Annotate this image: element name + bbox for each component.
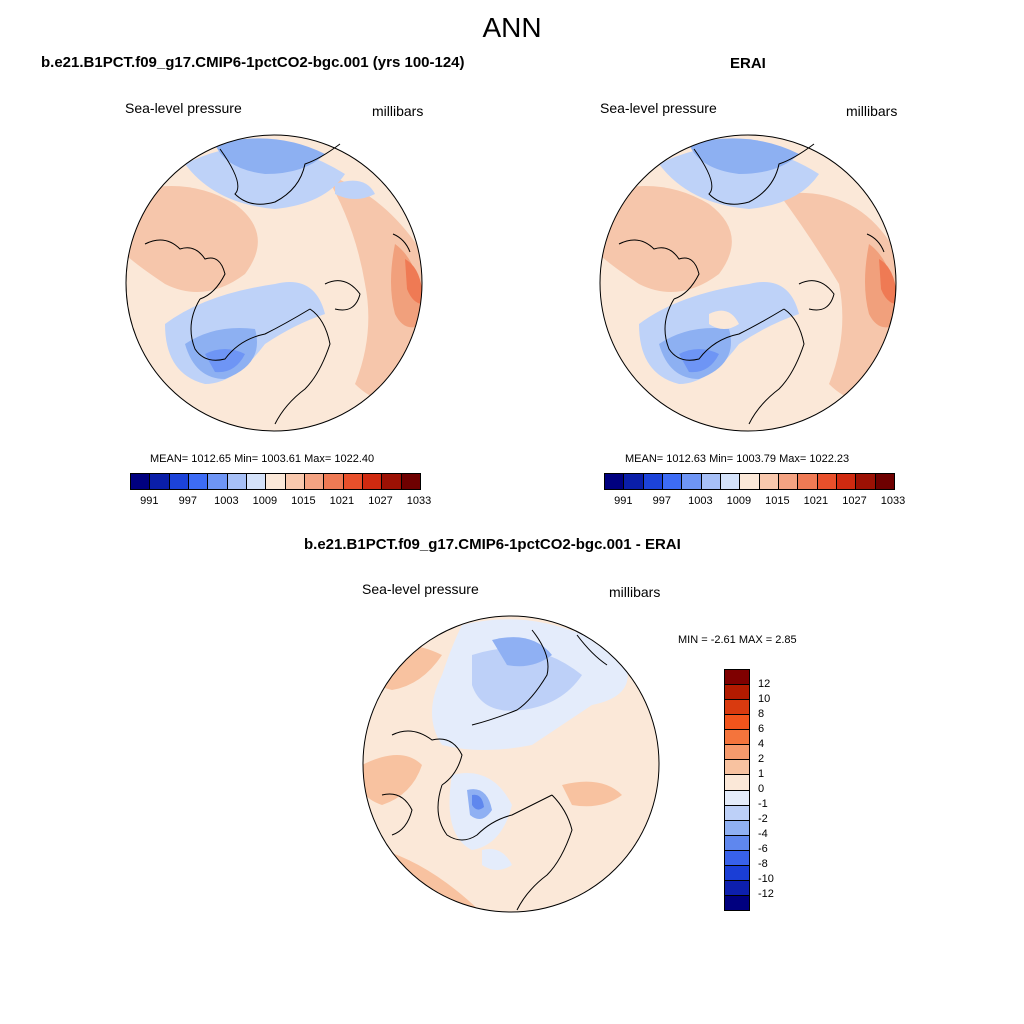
panel-2-title: ERAI [730,55,766,72]
colorbar-swatch [725,760,749,776]
panel-1-title: b.e21.B1PCT.f09_g17.CMIP6-1pctCO2-bgc.00… [41,54,465,71]
colorbar-swatch [856,474,876,489]
panel-3-title: b.e21.B1PCT.f09_g17.CMIP6-1pctCO2-bgc.00… [304,536,681,553]
panel-2-colorbar [604,473,895,490]
colorbar-swatch [725,700,749,716]
colorbar-swatch [836,474,857,489]
colorbar-swatch [682,474,702,489]
colorbar-tick-label: -6 [758,843,768,855]
colorbar-swatch [725,850,749,866]
colorbar-swatch [725,730,749,746]
colorbar-swatch [778,474,799,489]
colorbar-tick-label: 6 [758,723,765,735]
colorbar-tick-label: 2 [758,753,765,765]
panel-2-units-label: millibars [846,103,898,119]
colorbar-swatch [382,474,402,489]
panel-3-variable-label: Sea-level pressure [362,581,479,597]
colorbar-tick-label: -1 [758,798,768,810]
colorbar-swatch [725,895,749,910]
colorbar-swatch [798,474,818,489]
colorbar-swatch [605,474,625,489]
colorbar-tick-label: 10 [758,693,771,705]
panel-2-stats: MEAN= 1012.63 Min= 1003.79 Max= 1022.23 [625,453,850,465]
colorbar-swatch [266,474,286,489]
panel-3-polar-map [362,615,660,913]
colorbar-swatch [246,474,267,489]
colorbar-swatch [401,474,420,489]
colorbar-swatch [875,474,894,489]
colorbar-tick-label: 997 [652,495,671,507]
colorbar-swatch [643,474,663,489]
colorbar-swatch [725,775,749,791]
colorbar-swatch [725,790,749,806]
colorbar-tick-label: 1021 [329,495,355,507]
colorbar-tick-label: -12 [758,888,774,900]
colorbar-swatch [624,474,644,489]
colorbar-swatch [701,474,721,489]
colorbar-swatch [725,745,749,761]
colorbar-tick-label: 1021 [803,495,829,507]
colorbar-swatch [188,474,209,489]
panel-1-colorbar [130,473,421,490]
colorbar-tick-label: 1009 [252,495,278,507]
colorbar-tick-label: 4 [758,738,765,750]
colorbar-tick-label: -4 [758,828,768,840]
colorbar-swatch [725,685,749,701]
colorbar-swatch [227,474,247,489]
colorbar-tick-label: -10 [758,873,774,885]
colorbar-swatch [725,670,749,686]
colorbar-tick-label: 991 [140,495,159,507]
colorbar-tick-label: 1009 [726,495,752,507]
colorbar-tick-label: 997 [178,495,197,507]
colorbar-swatch [208,474,228,489]
panel-1-units-label: millibars [372,103,424,119]
colorbar-swatch [725,805,749,821]
panel-3-colorbar [724,669,750,911]
colorbar-tick-label: 1 [758,768,765,780]
colorbar-swatch [740,474,760,489]
colorbar-tick-label: 0 [758,783,765,795]
colorbar-tick-label: 1003 [214,495,239,507]
colorbar-swatch [662,474,683,489]
figure-title: ANN [482,12,542,43]
colorbar-swatch [725,835,749,851]
panel-1-variable-label: Sea-level pressure [125,100,242,116]
colorbar-swatch [285,474,305,489]
panel-2-variable-label: Sea-level pressure [600,100,717,116]
colorbar-tick-label: 1027 [842,495,867,507]
colorbar-swatch [759,474,779,489]
colorbar-swatch [362,474,383,489]
colorbar-swatch [725,715,749,731]
panel-3-stats: MIN = -2.61 MAX = 2.85 [678,634,797,646]
colorbar-swatch [817,474,837,489]
colorbar-swatch [304,474,325,489]
colorbar-swatch [324,474,344,489]
panel-2-polar-map [599,134,897,432]
colorbar-tick-label: 1015 [765,495,790,507]
colorbar-tick-label: 1033 [406,495,432,507]
colorbar-tick-label: 991 [614,495,633,507]
panel-3-units-label: millibars [609,584,661,600]
colorbar-tick-label: 1003 [688,495,713,507]
colorbar-tick-label: -2 [758,813,768,825]
colorbar-swatch [725,865,749,881]
panel-1-polar-map [125,134,423,432]
colorbar-tick-label: -8 [758,858,768,870]
panel-1-stats: MEAN= 1012.65 Min= 1003.61 Max= 1022.40 [150,453,375,465]
colorbar-swatch [169,474,189,489]
colorbar-tick-label: 1033 [880,495,906,507]
colorbar-tick-label: 8 [758,708,765,720]
colorbar-swatch [343,474,363,489]
colorbar-tick-label: 1027 [368,495,393,507]
colorbar-swatch [150,474,170,489]
colorbar-swatch [720,474,741,489]
colorbar-tick-label: 1015 [291,495,316,507]
colorbar-swatch [131,474,151,489]
colorbar-tick-label: 12 [758,678,771,690]
colorbar-swatch [725,880,749,896]
colorbar-swatch [725,820,749,836]
